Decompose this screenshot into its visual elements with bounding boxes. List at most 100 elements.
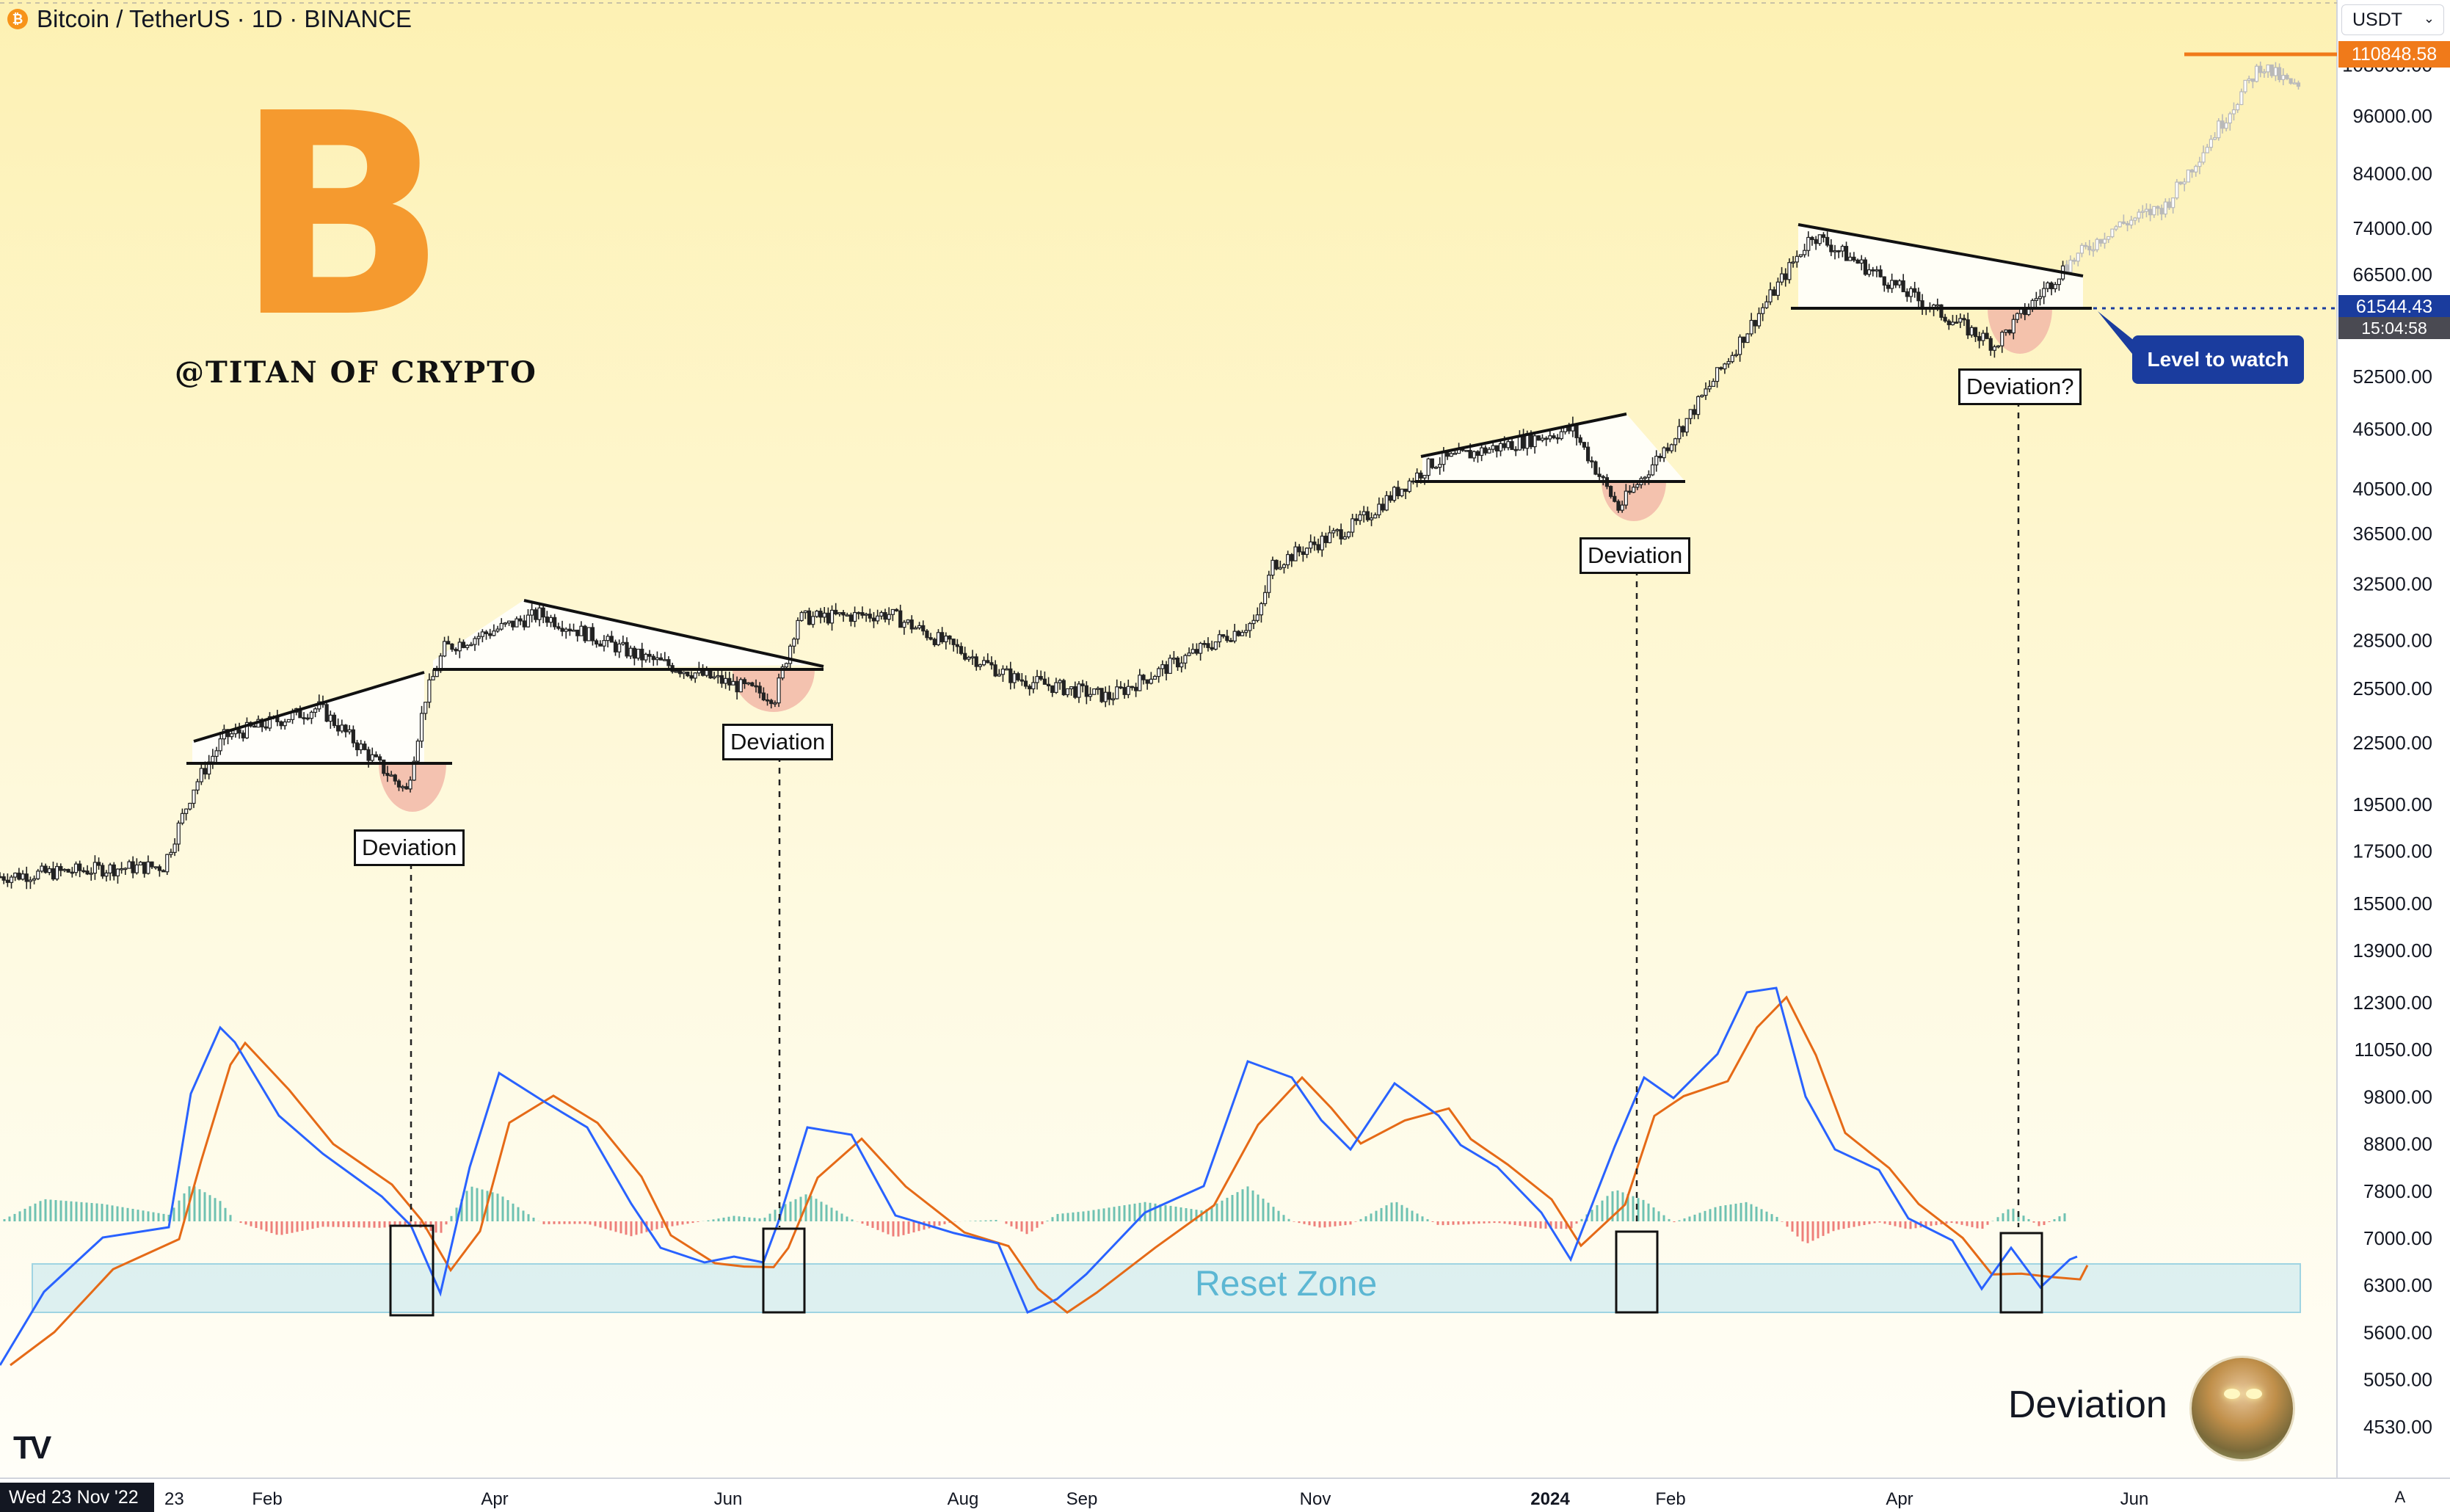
price-candle <box>165 854 170 873</box>
price-candle <box>1312 541 1317 545</box>
price-tick-label: 22500.00 <box>2353 732 2432 754</box>
price-candle <box>492 630 496 636</box>
projection-candle <box>2098 239 2103 244</box>
price-candle <box>784 663 789 668</box>
price-candle <box>499 622 504 630</box>
price-candle <box>73 863 79 873</box>
macd-line <box>0 986 2078 1366</box>
price-candle <box>1882 276 1886 286</box>
price-candle <box>632 647 636 659</box>
price-candle <box>55 865 59 880</box>
price-candle <box>222 729 226 740</box>
price-candle <box>1263 592 1268 605</box>
time-tick-label: Sep <box>1066 1489 1098 1509</box>
price-candle <box>1665 447 1670 451</box>
price-candle <box>2011 319 2015 334</box>
price-candle <box>1206 643 1210 648</box>
price-candle <box>1019 679 1024 682</box>
price-candle <box>1894 280 1898 286</box>
price-candle <box>28 879 33 882</box>
price-candle <box>1468 450 1472 459</box>
price-candle <box>104 872 109 877</box>
price-candle <box>948 635 952 640</box>
price-candle <box>1358 514 1362 521</box>
chart-header: ₿ Bitcoin / TetherUS · 1D · BINANCE <box>0 0 412 38</box>
price-candle <box>435 670 439 677</box>
price-candle <box>1115 686 1119 699</box>
price-tick-label: 66500.00 <box>2353 263 2432 286</box>
price-candle <box>1103 691 1108 702</box>
currency-select[interactable]: USDT ⌄ <box>2341 4 2444 35</box>
price-candle <box>864 614 868 616</box>
price-candle <box>1304 548 1309 555</box>
price-candle <box>47 868 51 873</box>
chevron-down-icon: ⌄ <box>2423 11 2435 26</box>
price-candle <box>1977 335 1982 341</box>
projection-candle <box>2084 244 2088 247</box>
projection-candle <box>2121 221 2126 224</box>
tradingview-logo[interactable]: TV <box>13 1430 51 1466</box>
price-candle <box>970 656 975 658</box>
price-candle <box>1913 288 1917 293</box>
price-candle <box>1145 679 1149 684</box>
price-candle <box>401 786 405 788</box>
price-candle <box>1005 668 1009 671</box>
projection-candle <box>2159 208 2164 215</box>
price-candle <box>841 611 846 616</box>
price-candle <box>1658 455 1662 459</box>
projection-candle <box>2182 181 2187 185</box>
price-candle <box>1749 319 1753 335</box>
price-candle <box>1814 239 1818 244</box>
price-candle <box>393 774 397 782</box>
price-candle <box>674 670 678 673</box>
price-candle <box>803 610 807 614</box>
price-candle <box>1422 475 1427 479</box>
price-candle <box>313 708 318 713</box>
price-candle <box>9 876 14 883</box>
projection-candle <box>2239 91 2244 106</box>
price-candle <box>96 862 101 866</box>
price-candle <box>515 618 519 628</box>
deviation-markers <box>389 401 2043 1317</box>
price-candle <box>101 865 105 877</box>
price-candle <box>415 741 420 762</box>
price-candle <box>1050 685 1055 694</box>
price-candle <box>636 648 641 659</box>
price-candle <box>613 641 618 653</box>
symbol-title[interactable]: Bitcoin / TetherUS · 1D · BINANCE <box>37 5 412 32</box>
price-candle <box>17 872 21 880</box>
projection-candle <box>2091 249 2095 252</box>
projection-candle <box>2137 211 2141 219</box>
price-candle <box>1609 486 1613 497</box>
price-candle <box>807 610 812 625</box>
price-candle <box>237 729 241 734</box>
price-candle <box>1582 442 1586 448</box>
price-candle <box>1859 259 1864 264</box>
price-candle <box>765 699 770 702</box>
price-candle <box>1012 673 1017 683</box>
projection-candle <box>2079 244 2084 254</box>
price-tick-label: 36500.00 <box>2353 523 2432 545</box>
price-candle <box>1316 544 1320 550</box>
price-candle <box>0 876 2 879</box>
auto-scale-button[interactable]: A <box>2394 1488 2406 1506</box>
price-candle <box>876 615 880 622</box>
projection-candle <box>2209 139 2214 148</box>
price-candle <box>909 619 914 630</box>
price-candle <box>2038 296 2043 299</box>
price-candle <box>506 620 512 624</box>
price-candle <box>1400 488 1404 497</box>
price-candle <box>860 612 865 616</box>
price-candle <box>1772 289 1776 297</box>
price-candle <box>1000 668 1006 675</box>
price-candle <box>705 669 709 676</box>
price-candle <box>347 729 352 733</box>
price-candle <box>169 851 173 855</box>
projection-candle <box>2258 65 2263 73</box>
projection-candle <box>2156 206 2160 209</box>
price-candle <box>51 868 56 880</box>
price-candle <box>1684 418 1689 433</box>
price-candle <box>1962 318 1966 321</box>
price-candle <box>1700 394 1704 398</box>
